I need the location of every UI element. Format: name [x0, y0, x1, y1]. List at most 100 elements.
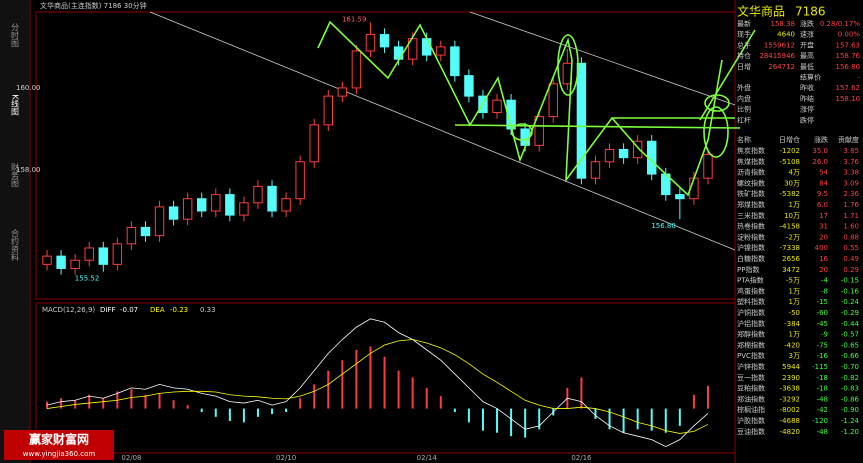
quote-label: 现手 — [737, 30, 751, 39]
table-cell: 热卷指数 — [737, 222, 765, 231]
table-cell: -5382 — [780, 190, 800, 198]
candle-body — [576, 62, 587, 179]
candle-body — [239, 202, 249, 216]
candle-body — [253, 185, 263, 204]
table-cell: -0.70 — [841, 363, 859, 371]
candle-body — [42, 255, 52, 265]
table-cell: 400 — [815, 244, 828, 252]
table-cell: 沪镍指数 — [737, 243, 765, 252]
table-cell: 沪铜指数 — [737, 308, 765, 317]
quote-name: 文华商品 — [737, 4, 785, 19]
candle-body — [140, 226, 151, 237]
circle — [703, 106, 729, 158]
price-annotation: 161.59 — [342, 16, 367, 24]
candle-body — [267, 185, 277, 212]
table-cell: -0.86 — [841, 395, 860, 403]
quote-value: 0.00% — [838, 31, 861, 39]
table-cell: 35.0 — [812, 147, 828, 155]
table-cell: -1202 — [780, 147, 800, 155]
table-cell: -4158 — [780, 223, 800, 231]
candle-body — [393, 46, 404, 60]
sidebar-tab[interactable]: K线图 — [11, 94, 20, 116]
quote-label: 总手 — [737, 40, 751, 49]
candle-body — [492, 99, 502, 114]
table-cell: 2.36 — [843, 190, 859, 198]
table-cell: 2656 — [782, 255, 800, 263]
header-title: 文华商品(主连指数) 7186 30分钟 — [40, 1, 147, 10]
hand-drawing — [317, 20, 756, 197]
table-cell: -420 — [784, 341, 800, 349]
quote-value: 158.38 — [771, 20, 796, 28]
quote-value: 28415946 — [759, 52, 795, 60]
price-annotation: 155.52 — [75, 275, 100, 283]
sidebar-tab[interactable]: 财务图 — [11, 162, 20, 188]
candle-body — [154, 206, 165, 237]
quote-label: 比例 — [737, 105, 751, 114]
table-cell: -0.65 — [841, 341, 859, 349]
y-tick-label: 160.00 — [16, 84, 41, 92]
y-tick-label: 158.00 — [16, 166, 41, 174]
quote-value: 158.76 — [836, 52, 861, 60]
circle — [557, 34, 579, 96]
table-cell: 郑醇指数 — [737, 330, 765, 339]
x-tick-label: 02/16 — [571, 454, 592, 462]
table-cell: -3292 — [780, 395, 800, 403]
quote-label: 内盘 — [737, 94, 751, 103]
table-cell: 20 — [819, 266, 828, 274]
table-cell: -0.15 — [841, 277, 859, 285]
quote-value: 1559612 — [764, 41, 795, 49]
table-cell: 1.71 — [843, 212, 859, 220]
candle-body — [281, 198, 291, 212]
candle-body — [703, 153, 713, 179]
table-cell: 26.0 — [812, 158, 828, 166]
table-cell: -115 — [812, 363, 828, 371]
candle-body — [590, 161, 601, 179]
table-cell: 3.76 — [843, 158, 859, 166]
legend-value: -0.07 — [120, 306, 138, 314]
table-cell: -0.24 — [841, 298, 860, 306]
candle-body — [323, 95, 333, 126]
table-cell: 沥青指数 — [737, 168, 765, 177]
candle-body — [98, 247, 108, 265]
quote-code: 7186 — [795, 5, 826, 19]
table-cell: -18 — [817, 374, 828, 382]
quote-label: 速涨 — [800, 30, 814, 39]
table-cell: 豆一指数 — [737, 373, 765, 382]
candle-body — [168, 206, 179, 220]
table-cell: -2万 — [786, 233, 800, 241]
table-cell: 郑棉指数 — [737, 340, 765, 349]
quote-label: 涨停 — [800, 105, 814, 114]
candle-body — [112, 243, 123, 265]
table-cell: 3.09 — [843, 179, 859, 187]
table-cell: PP指数 — [737, 265, 759, 274]
quote-label: 杠杆 — [737, 115, 751, 124]
channel-line — [149, 11, 736, 251]
table-cell: 3万 — [789, 352, 800, 360]
table-cell: -4 — [821, 277, 829, 285]
table-header: 日增仓 — [779, 135, 800, 144]
table-cell: 三米指数 — [737, 211, 765, 220]
table-cell: 0.88 — [843, 233, 859, 241]
quote-value: 4640 — [777, 31, 795, 39]
table-cell: -50 — [789, 309, 800, 317]
sidebar-tab[interactable]: 分时图 — [11, 23, 20, 48]
candle-body — [365, 34, 376, 52]
table-cell: 1.76 — [843, 201, 859, 209]
macd-panel: MACD(12,26,9) DIFF -0.07 DEA -0.23 0.33 — [42, 306, 709, 447]
table-cell: 84 — [819, 179, 828, 187]
table-cell: -1.24 — [841, 417, 860, 425]
sidebar-tab[interactable]: 合约资料 — [11, 228, 20, 262]
candle-body — [126, 226, 137, 245]
table-cell: 0.49 — [843, 255, 859, 263]
quote-value: 157.63 — [836, 41, 861, 49]
table-cell: 0.55 — [843, 244, 859, 252]
circle — [511, 123, 533, 141]
candle-body — [182, 198, 193, 220]
table-cell: -0.57 — [841, 331, 859, 339]
table-cell: 1万 — [789, 201, 800, 209]
table-cell: 沪胶指数 — [737, 416, 765, 425]
x-tick-label: 02/10 — [276, 454, 296, 462]
quote-label: 最新 — [737, 19, 751, 28]
table-cell: 10万 — [784, 212, 800, 220]
